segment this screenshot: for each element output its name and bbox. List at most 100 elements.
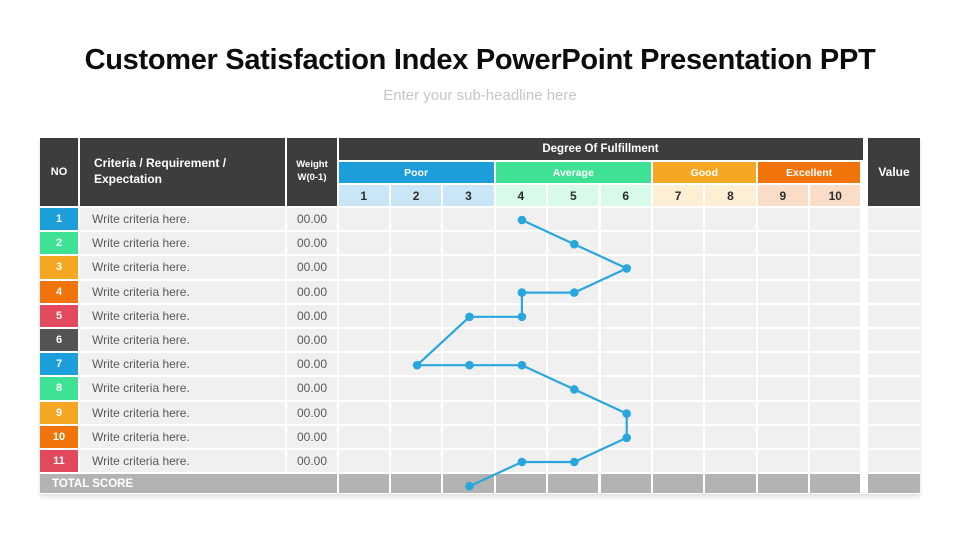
degree-cell — [390, 329, 442, 352]
value-cell[interactable] — [868, 401, 920, 424]
degree-cell — [495, 353, 547, 376]
degree-cell — [338, 329, 389, 352]
criteria-cell[interactable]: Write criteria here. — [80, 353, 285, 376]
degree-cell — [390, 401, 442, 424]
scale-cell-9: 9 — [757, 185, 809, 206]
degree-cell — [495, 401, 547, 424]
degree-cell — [810, 232, 861, 255]
degree-cell — [443, 377, 494, 400]
value-cell[interactable] — [868, 232, 920, 255]
degree-cell — [810, 256, 861, 279]
weight-cell[interactable]: 00.00 — [287, 401, 337, 424]
weight-cell[interactable]: 00.00 — [287, 425, 337, 448]
degree-cell — [652, 401, 704, 424]
degree-cell — [443, 304, 494, 327]
value-cell[interactable] — [868, 377, 920, 400]
degree-cell — [757, 329, 809, 352]
weight-cell[interactable]: 00.00 — [287, 329, 337, 352]
degree-cell — [600, 353, 651, 376]
criteria-cell[interactable]: Write criteria here. — [80, 450, 285, 473]
value-cell[interactable] — [868, 425, 920, 448]
criteria-cell[interactable]: Write criteria here. — [80, 280, 285, 303]
criteria-cell[interactable]: Write criteria here. — [80, 232, 285, 255]
scale-cell-6: 6 — [600, 185, 651, 206]
degree-cell — [705, 232, 756, 255]
total-score-row: TOTAL SCORE — [40, 474, 337, 494]
weight-cell[interactable]: 00.00 — [287, 256, 337, 279]
weight-cell[interactable]: 00.00 — [287, 304, 337, 327]
weight-cell[interactable]: 00.00 — [287, 208, 337, 231]
scale-cell-7: 7 — [652, 185, 704, 206]
degree-cell — [810, 377, 861, 400]
degree-cell — [443, 329, 494, 352]
degree-cell — [757, 425, 809, 448]
degree-cell — [495, 425, 547, 448]
degree-cell — [390, 450, 442, 473]
value-cell[interactable] — [868, 353, 920, 376]
degree-cell — [443, 425, 494, 448]
degree-cell — [705, 304, 756, 327]
total-degree-cell — [600, 474, 651, 494]
degree-cell — [705, 208, 756, 231]
col-header-weight: Weight W(0-1) — [287, 138, 337, 206]
degree-cell — [652, 377, 704, 400]
degree-cell — [652, 208, 704, 231]
degree-cell — [390, 425, 442, 448]
degree-cell — [705, 256, 756, 279]
degree-cell — [810, 208, 861, 231]
col-header-criteria: Criteria / Requirement / Expectation — [80, 138, 285, 206]
degree-cell — [652, 450, 704, 473]
degree-cell — [757, 280, 809, 303]
degree-cell — [705, 353, 756, 376]
row-number-badge: 3 — [40, 256, 78, 279]
total-degree-cell — [548, 474, 599, 494]
value-cell[interactable] — [868, 450, 920, 473]
col-header-value: Value — [868, 138, 920, 206]
weight-cell[interactable]: 00.00 — [287, 377, 337, 400]
row-number-badge: 8 — [40, 377, 78, 400]
value-cell[interactable] — [868, 329, 920, 352]
value-cell[interactable] — [868, 208, 920, 231]
degree-cell — [390, 377, 442, 400]
criteria-cell[interactable]: Write criteria here. — [80, 401, 285, 424]
degree-cell — [652, 304, 704, 327]
row-number-badge: 7 — [40, 353, 78, 376]
degree-cell — [548, 425, 599, 448]
value-cell[interactable] — [868, 304, 920, 327]
weight-cell[interactable]: 00.00 — [287, 232, 337, 255]
weight-cell[interactable]: 00.00 — [287, 450, 337, 473]
weight-cell[interactable]: 00.00 — [287, 280, 337, 303]
degree-cell — [757, 401, 809, 424]
criteria-cell[interactable]: Write criteria here. — [80, 377, 285, 400]
subtitle-placeholder[interactable]: Enter your sub-headline here — [383, 87, 577, 104]
degree-cell — [600, 280, 651, 303]
criteria-cell[interactable]: Write criteria here. — [80, 208, 285, 231]
row-number-badge: 6 — [40, 329, 78, 352]
degree-cell — [548, 450, 599, 473]
degree-cell — [443, 256, 494, 279]
degree-cell — [600, 450, 651, 473]
degree-cell — [495, 329, 547, 352]
degree-cell — [652, 256, 704, 279]
degree-cell — [810, 401, 861, 424]
scale-cell-2: 2 — [390, 185, 442, 206]
value-cell[interactable] — [868, 280, 920, 303]
row-number-badge: 4 — [40, 280, 78, 303]
criteria-cell[interactable]: Write criteria here. — [80, 256, 285, 279]
criteria-cell[interactable]: Write criteria here. — [80, 425, 285, 448]
criteria-cell[interactable]: Write criteria here. — [80, 329, 285, 352]
degree-cell — [705, 280, 756, 303]
criteria-cell[interactable]: Write criteria here. — [80, 304, 285, 327]
degree-cell — [705, 377, 756, 400]
degree-cell — [390, 232, 442, 255]
degree-cell — [338, 353, 389, 376]
band-excellent: Excellent — [757, 162, 861, 183]
degree-cell — [600, 232, 651, 255]
value-cell[interactable] — [868, 256, 920, 279]
degree-cell — [548, 232, 599, 255]
degree-cell — [443, 208, 494, 231]
degree-cell — [495, 256, 547, 279]
degree-cell — [600, 377, 651, 400]
degree-cell — [600, 425, 651, 448]
weight-cell[interactable]: 00.00 — [287, 353, 337, 376]
